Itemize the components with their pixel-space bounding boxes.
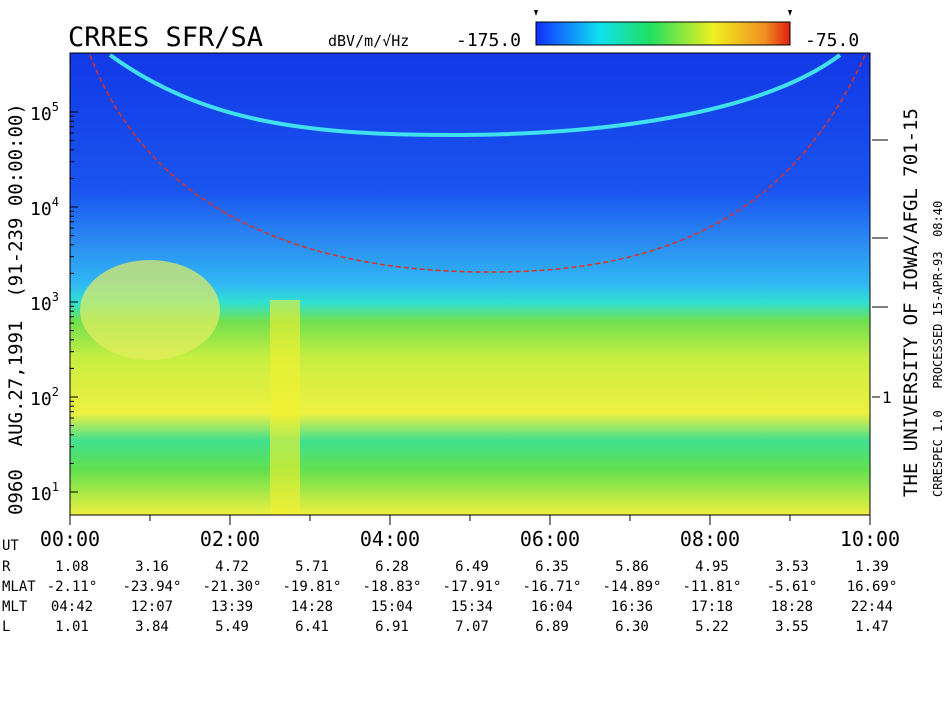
title: CRRES SFR/SA — [68, 22, 263, 53]
y-tick-base: 10 — [30, 389, 52, 410]
ephemeris-value: 16.69° — [847, 579, 898, 595]
ephemeris-value: 1.01 — [55, 619, 89, 635]
ephemeris-value: 16:36 — [611, 599, 653, 615]
x-tick-label: 06:00 — [520, 527, 580, 551]
ephemeris-label: MLT — [2, 599, 28, 615]
ephemeris-value: 17:18 — [691, 599, 733, 615]
ephemeris-value: 6.41 — [295, 619, 329, 635]
colorbar-min: -175.0 — [456, 30, 521, 51]
y-tick-exp: 4 — [52, 195, 59, 209]
y-tick-exp: 5 — [52, 100, 59, 114]
y-tick-base: 10 — [30, 104, 52, 125]
spectrogram — [69, 52, 871, 516]
ephemeris-value: -23.94° — [122, 579, 181, 595]
y-tick-base: 10 — [30, 484, 52, 505]
ephemeris-value: 12:07 — [131, 599, 173, 615]
ephemeris-value: 6.28 — [375, 559, 409, 575]
ephemeris-value: 14:28 — [291, 599, 333, 615]
ephemeris-value: -14.89° — [602, 579, 661, 595]
y-tick-exp: 1 — [52, 480, 59, 494]
ephemeris-value: -21.30° — [202, 579, 261, 595]
ephemeris-value: 6.30 — [615, 619, 649, 635]
x-tick-label: 00:00 — [40, 527, 100, 551]
units: dBV/m/√Hz — [328, 32, 409, 50]
ephemeris-value: -18.83° — [362, 579, 421, 595]
ephemeris-value: 15:04 — [371, 599, 413, 615]
x-tick-label: 04:00 — [360, 527, 420, 551]
ephemeris-value: -19.81° — [282, 579, 341, 595]
colorbar-max: -75.0 — [805, 30, 859, 51]
ephemeris-value: -11.81° — [682, 579, 741, 595]
colorbar — [534, 10, 792, 46]
ephemeris-value: 1.47 — [855, 619, 889, 635]
ephemeris-value: 7.07 — [455, 619, 489, 635]
ephemeris-value: 5.71 — [295, 559, 329, 575]
ephemeris-value: -16.71° — [522, 579, 581, 595]
ephemeris-value: 1.39 — [855, 559, 889, 575]
ephemeris-value: 5.49 — [215, 619, 249, 635]
x-tick-label: 02:00 — [200, 527, 260, 551]
ephemeris-value: 4.95 — [695, 559, 729, 575]
ephemeris-value: 18:28 — [771, 599, 813, 615]
right-label: THE UNIVERSITY OF IOWA/AFGL 701-15 — [900, 108, 922, 497]
ephemeris-value: 13:39 — [211, 599, 253, 615]
right-tick-label: 1 — [882, 388, 892, 407]
ephemeris-label: R — [2, 559, 11, 575]
y-tick-exp: 3 — [52, 290, 59, 304]
ephemeris-value: 16:04 — [531, 599, 573, 615]
y-tick-base: 10 — [30, 294, 52, 315]
y-tick-base: 10 — [30, 199, 52, 220]
ephemeris-value: 3.55 — [775, 619, 809, 635]
ephemeris-label: L — [2, 619, 10, 635]
x-tick-label: 08:00 — [680, 527, 740, 551]
ephemeris-value: 6.91 — [375, 619, 409, 635]
x-tick-label: 10:00 — [840, 527, 900, 551]
ephemeris-value: 1.08 — [55, 559, 89, 575]
ephemeris-value: 6.49 — [455, 559, 489, 575]
x-axis-label: UT — [2, 538, 19, 554]
right-small-label: CRRESPEC 1.0 PROCESSED 15-APR-93 08:40 — [931, 201, 945, 497]
ephemeris-value: 6.35 — [535, 559, 569, 575]
y-tick-label: 104 — [30, 195, 59, 220]
ephemeris-value: 4.72 — [215, 559, 249, 575]
ephemeris-value: -17.91° — [442, 579, 501, 595]
ephemeris-value: -2.11° — [47, 579, 98, 595]
ephemeris-value: 3.53 — [775, 559, 809, 575]
ephemeris-value: 5.86 — [615, 559, 649, 575]
left-label: 0960 AUG.27,1991 (91-239 00:00:00) — [5, 103, 27, 515]
y-tick-label: 101 — [30, 480, 59, 505]
ephemeris-value: 04:42 — [51, 599, 93, 615]
y-tick-exp: 2 — [52, 385, 59, 399]
ephemeris-label: MLAT — [2, 579, 36, 595]
y-tick-label: 102 — [30, 385, 59, 410]
ephemeris-value: 3.16 — [135, 559, 169, 575]
y-tick-label: 105 — [30, 100, 59, 125]
ephemeris-value: 6.89 — [535, 619, 569, 635]
ephemeris-value: 5.22 — [695, 619, 729, 635]
ephemeris-value: 22:44 — [851, 599, 893, 615]
y-tick-label: 103 — [30, 290, 59, 315]
ephemeris-value: -5.61° — [767, 579, 818, 595]
ephemeris-value: 3.84 — [135, 619, 169, 635]
ephemeris-value: 15:34 — [451, 599, 493, 615]
